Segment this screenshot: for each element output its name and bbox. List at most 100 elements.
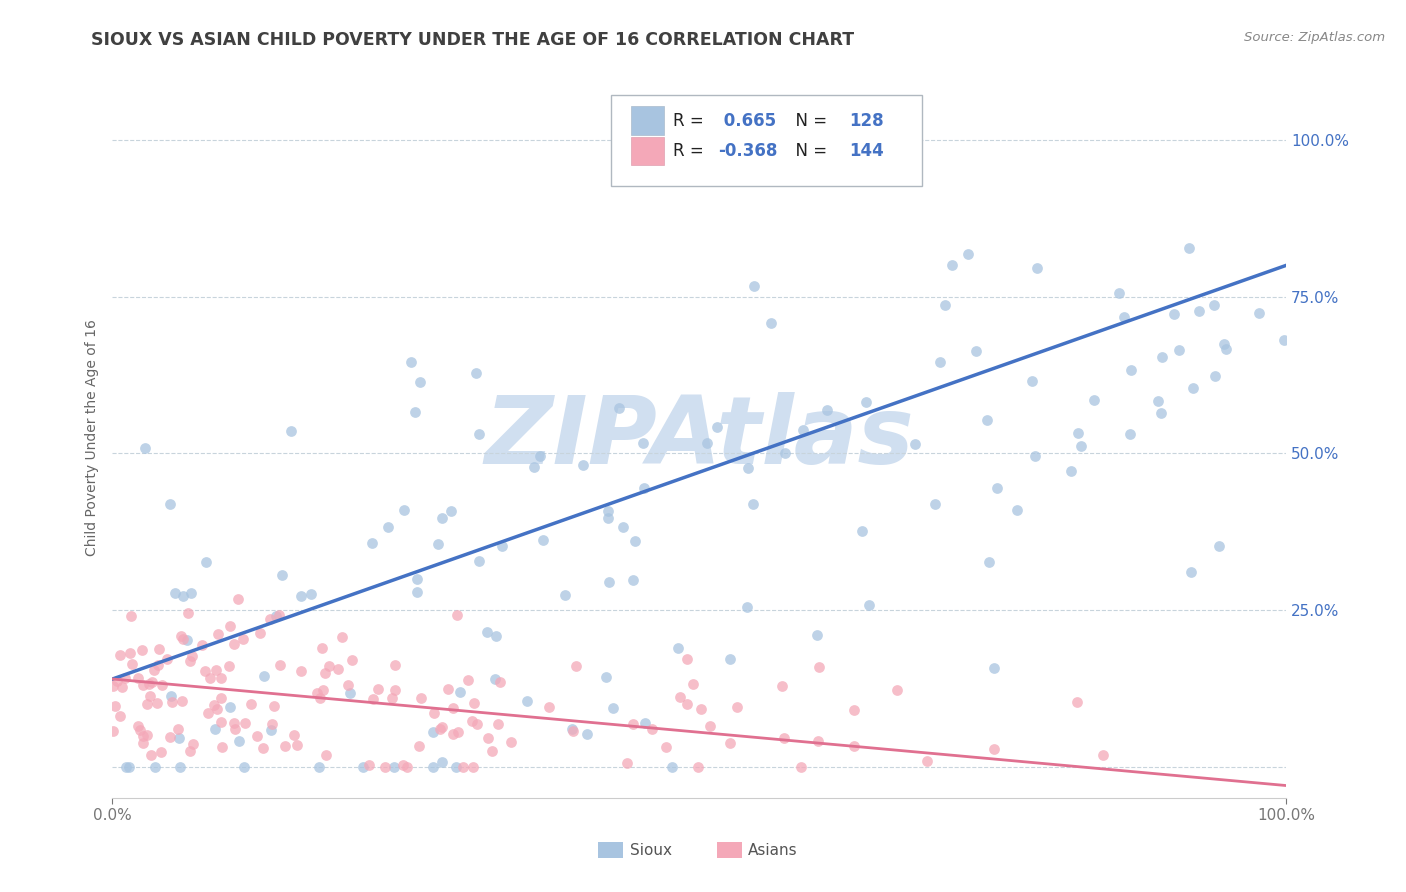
Point [1119,363,1142,377]
Point [773,446,796,460]
Point [531,533,554,548]
Point [308,760,330,774]
Point [314,665,336,680]
Point [222,716,245,731]
Point [725,699,748,714]
Point [1152,350,1174,364]
Point [976,413,998,427]
Point [983,742,1005,756]
Point [269,658,291,673]
Point [602,701,624,715]
Point [929,355,952,369]
Point [1247,306,1270,320]
Point [904,436,927,450]
Point [1059,464,1081,478]
Point [793,173,815,187]
Point [770,679,793,693]
Point [181,737,204,751]
Point [441,727,464,741]
Text: N =: N = [785,112,832,129]
Point [198,671,221,685]
Point [127,671,149,685]
Point [807,660,830,674]
Text: R =: R = [673,142,710,160]
Bar [631,136,664,165]
Point [1112,310,1135,325]
Point [523,459,546,474]
Point [190,638,212,652]
Point [336,678,359,692]
Point [360,536,382,550]
Point [141,674,163,689]
Point [150,746,173,760]
Point [598,511,620,525]
Point [676,697,699,711]
Point [633,435,655,450]
Point [377,519,399,533]
Point [1070,439,1092,453]
Point [706,420,728,434]
Point [1163,306,1185,320]
Point [432,755,454,769]
Point [172,632,194,647]
Point [1091,748,1114,763]
Point [194,555,217,569]
Point [143,663,166,677]
Point [1177,240,1199,254]
Point [481,744,503,758]
Point [477,624,499,639]
Point [218,659,240,673]
Point [118,760,141,774]
Point [233,760,256,774]
Point [596,504,619,518]
Point [101,724,124,739]
Point [565,659,588,673]
Point [352,760,374,774]
Point [219,700,242,714]
Point [271,568,294,582]
Point [263,698,285,713]
Point [381,691,404,706]
Point [209,715,232,730]
Point [384,760,406,774]
Point [855,394,877,409]
Point [274,739,297,753]
Point [432,511,454,525]
Point [447,724,470,739]
Point [1147,394,1170,409]
Point [361,691,384,706]
Point [806,628,828,642]
Point [1067,425,1090,440]
Point [1083,393,1105,408]
Point [160,694,183,708]
Point [127,719,149,733]
Point [404,405,426,419]
Point [139,689,162,703]
Point [408,739,430,754]
Point [851,524,873,538]
Point [807,734,830,748]
Point [409,376,432,390]
Point [430,720,453,734]
Point [252,740,274,755]
Point [422,760,444,774]
Point [484,672,506,686]
Point [111,680,134,694]
Point [451,760,474,774]
Point [742,278,765,293]
Point [516,694,538,708]
Point [180,586,202,600]
Point [792,423,814,437]
Point [457,673,479,687]
Text: 128: 128 [849,112,884,129]
Point [741,497,763,511]
Point [699,719,721,733]
Point [132,730,155,744]
Point [737,600,759,615]
Point [159,730,181,744]
Point [114,671,136,685]
Point [737,461,759,475]
Point [290,589,312,603]
Point [607,401,630,415]
Point [340,653,363,667]
